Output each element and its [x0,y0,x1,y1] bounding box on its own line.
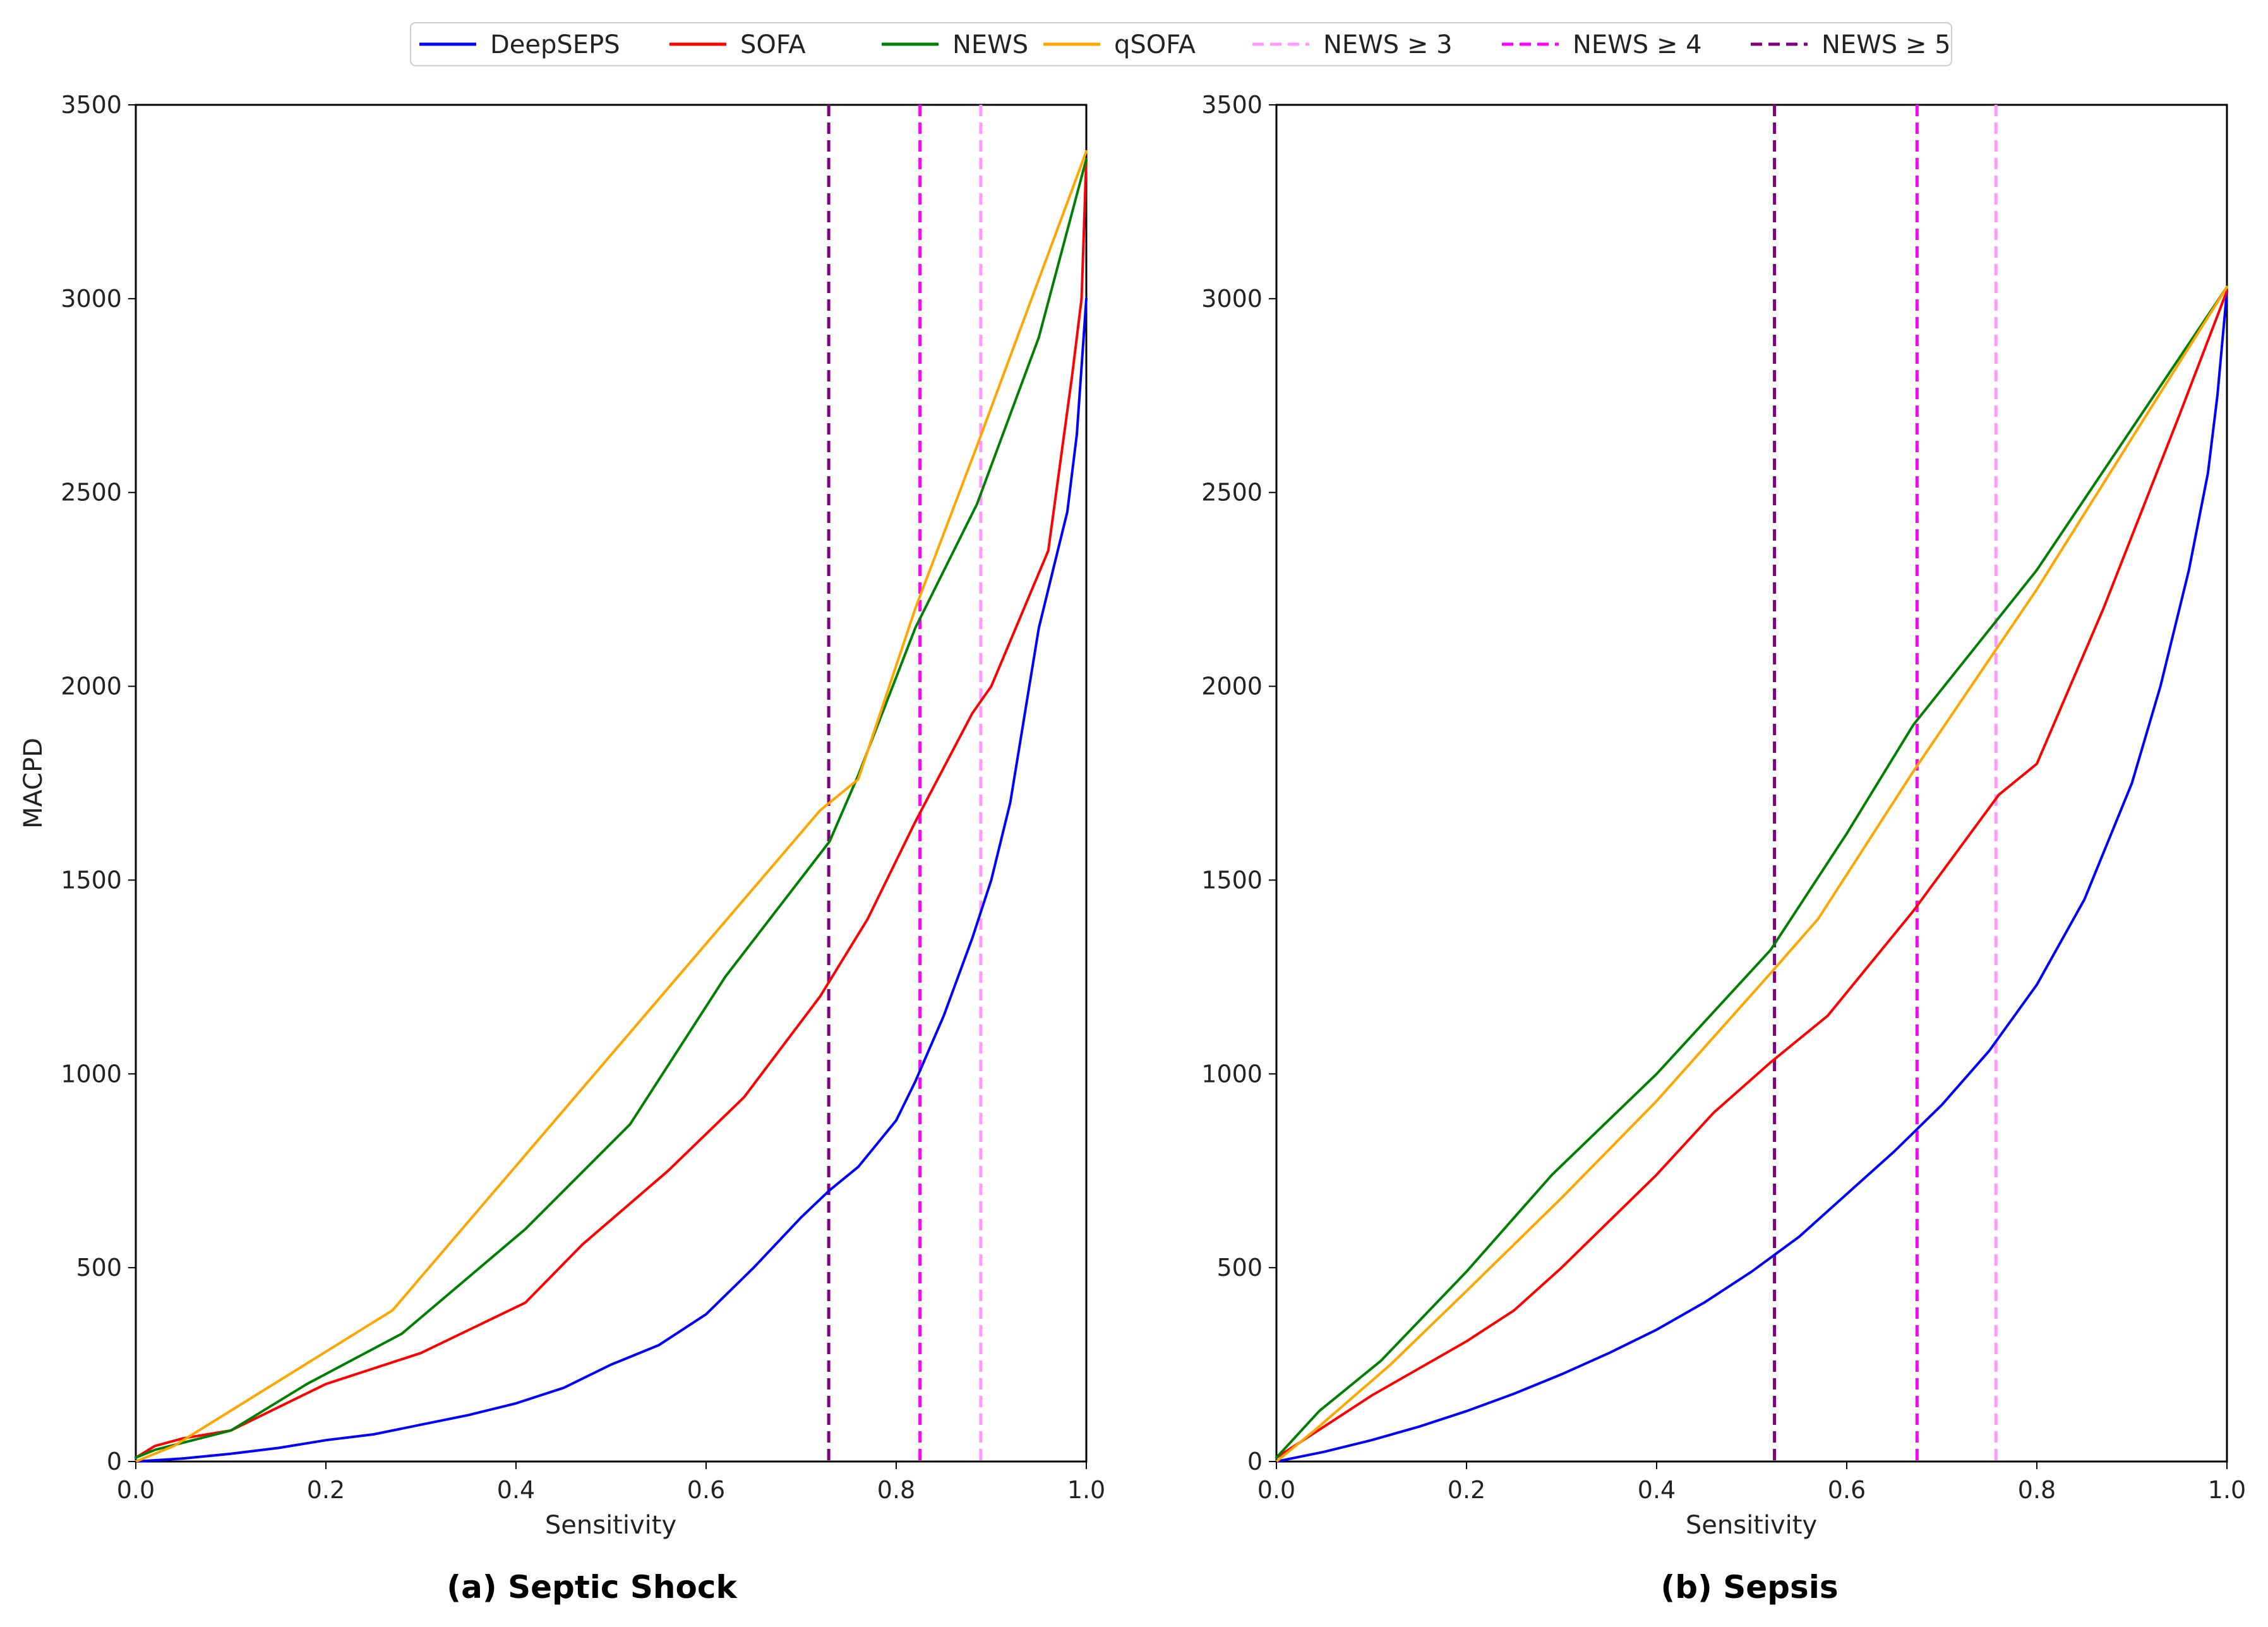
x-tick-label: 0.8 [2018,1476,2056,1504]
x-tick-label: 0.4 [1638,1476,1676,1504]
threshold-lines [1773,105,1998,1462]
legend-label: DeepSEPS [490,30,620,59]
threshold-lines [827,105,983,1462]
x-tick-label: 1.0 [2208,1476,2246,1504]
series-line-deepseps [1275,289,2228,1463]
legend-label: NEWS ≥ 5 [1821,30,1951,59]
y-tick-label: 1000 [1201,1060,1263,1088]
y-tick-label: 3500 [1201,91,1263,119]
legend-label: NEWS ≥ 3 [1323,30,1453,59]
panel-caption: (a) Septic Shock [447,1569,738,1606]
panel-sepsis: 0.0 0.2 0.4 0.6 0.8 1.0 0 500 1000 1500 2000 2500 3… [1201,91,2246,1606]
y-axis: 0 500 1000 1500 2000 2500 3000 3500 [61,91,136,1475]
series-lines [1275,285,2228,1463]
y-axis-label: MACPD [19,738,48,829]
x-tick-label: 0.2 [307,1476,345,1504]
legend-label: NEWS [952,30,1028,59]
y-tick-label: 2000 [61,673,122,700]
y-tick-label: 500 [1216,1254,1263,1282]
legend-entries: DeepSEPS SOFA NEWS qSOFA NEWS ≥ 3 NEWS ≥ 4 NEW… [419,30,1951,59]
y-tick-label: 500 [76,1254,122,1282]
plot-area-frame [1275,104,2228,1463]
y-tick-label: 3500 [61,91,122,119]
x-axis: 0.0 0.2 0.4 0.6 0.8 1.0 [117,1462,1105,1504]
panel-caption: (b) Sepsis [1660,1569,1838,1606]
y-tick-label: 2500 [61,479,122,507]
x-axis-label: Sensitivity [545,1511,676,1540]
x-tick-label: 0.4 [497,1476,535,1504]
x-tick-label: 0.0 [1257,1476,1295,1504]
x-tick-label: 0.6 [1828,1476,1866,1504]
y-tick-label: 3000 [61,285,122,313]
series-lines [135,150,1088,1463]
legend-label: NEWS ≥ 4 [1573,30,1702,59]
y-tick-label: 0 [1247,1448,1263,1475]
x-tick-label: 0.2 [1448,1476,1485,1504]
series-line-news [1275,285,2228,1459]
plot-area-frame [135,104,1088,1463]
y-axis: 0 500 1000 1500 2000 2500 3000 3500 [1201,91,1276,1475]
legend-label: qSOFA [1114,30,1196,59]
series-line-qsofa [1275,285,2228,1463]
x-axis-label: Sensitivity [1686,1511,1817,1540]
legend-frame [410,22,1952,66]
series-line-qsofa [135,150,1088,1463]
y-tick-label: 1500 [61,866,122,894]
legend: DeepSEPS SOFA NEWS qSOFA NEWS ≥ 3 NEWS ≥ 4 NEW… [410,22,1952,66]
y-tick-label: 2500 [1201,479,1263,507]
y-tick-label: 2000 [1201,673,1263,700]
y-tick-label: 3000 [1201,285,1263,313]
y-tick-label: 1500 [1201,866,1263,894]
panel-septic-shock: 0.0 0.2 0.4 0.6 0.8 1.0 0 500 1000 1500 2000 2500 3… [19,91,1105,1606]
series-line-sofa [1275,289,2228,1459]
y-tick-label: 0 [107,1448,122,1475]
x-tick-label: 1.0 [1067,1476,1105,1504]
legend-label: SOFA [740,30,806,59]
x-tick-label: 0.0 [117,1476,155,1504]
x-axis: 0.0 0.2 0.4 0.6 0.8 1.0 [1257,1462,2246,1504]
x-tick-label: 0.6 [687,1476,725,1504]
y-tick-label: 1000 [61,1060,122,1088]
series-line-deepseps [135,297,1088,1463]
series-line-news [135,157,1088,1459]
x-tick-label: 0.8 [877,1476,915,1504]
